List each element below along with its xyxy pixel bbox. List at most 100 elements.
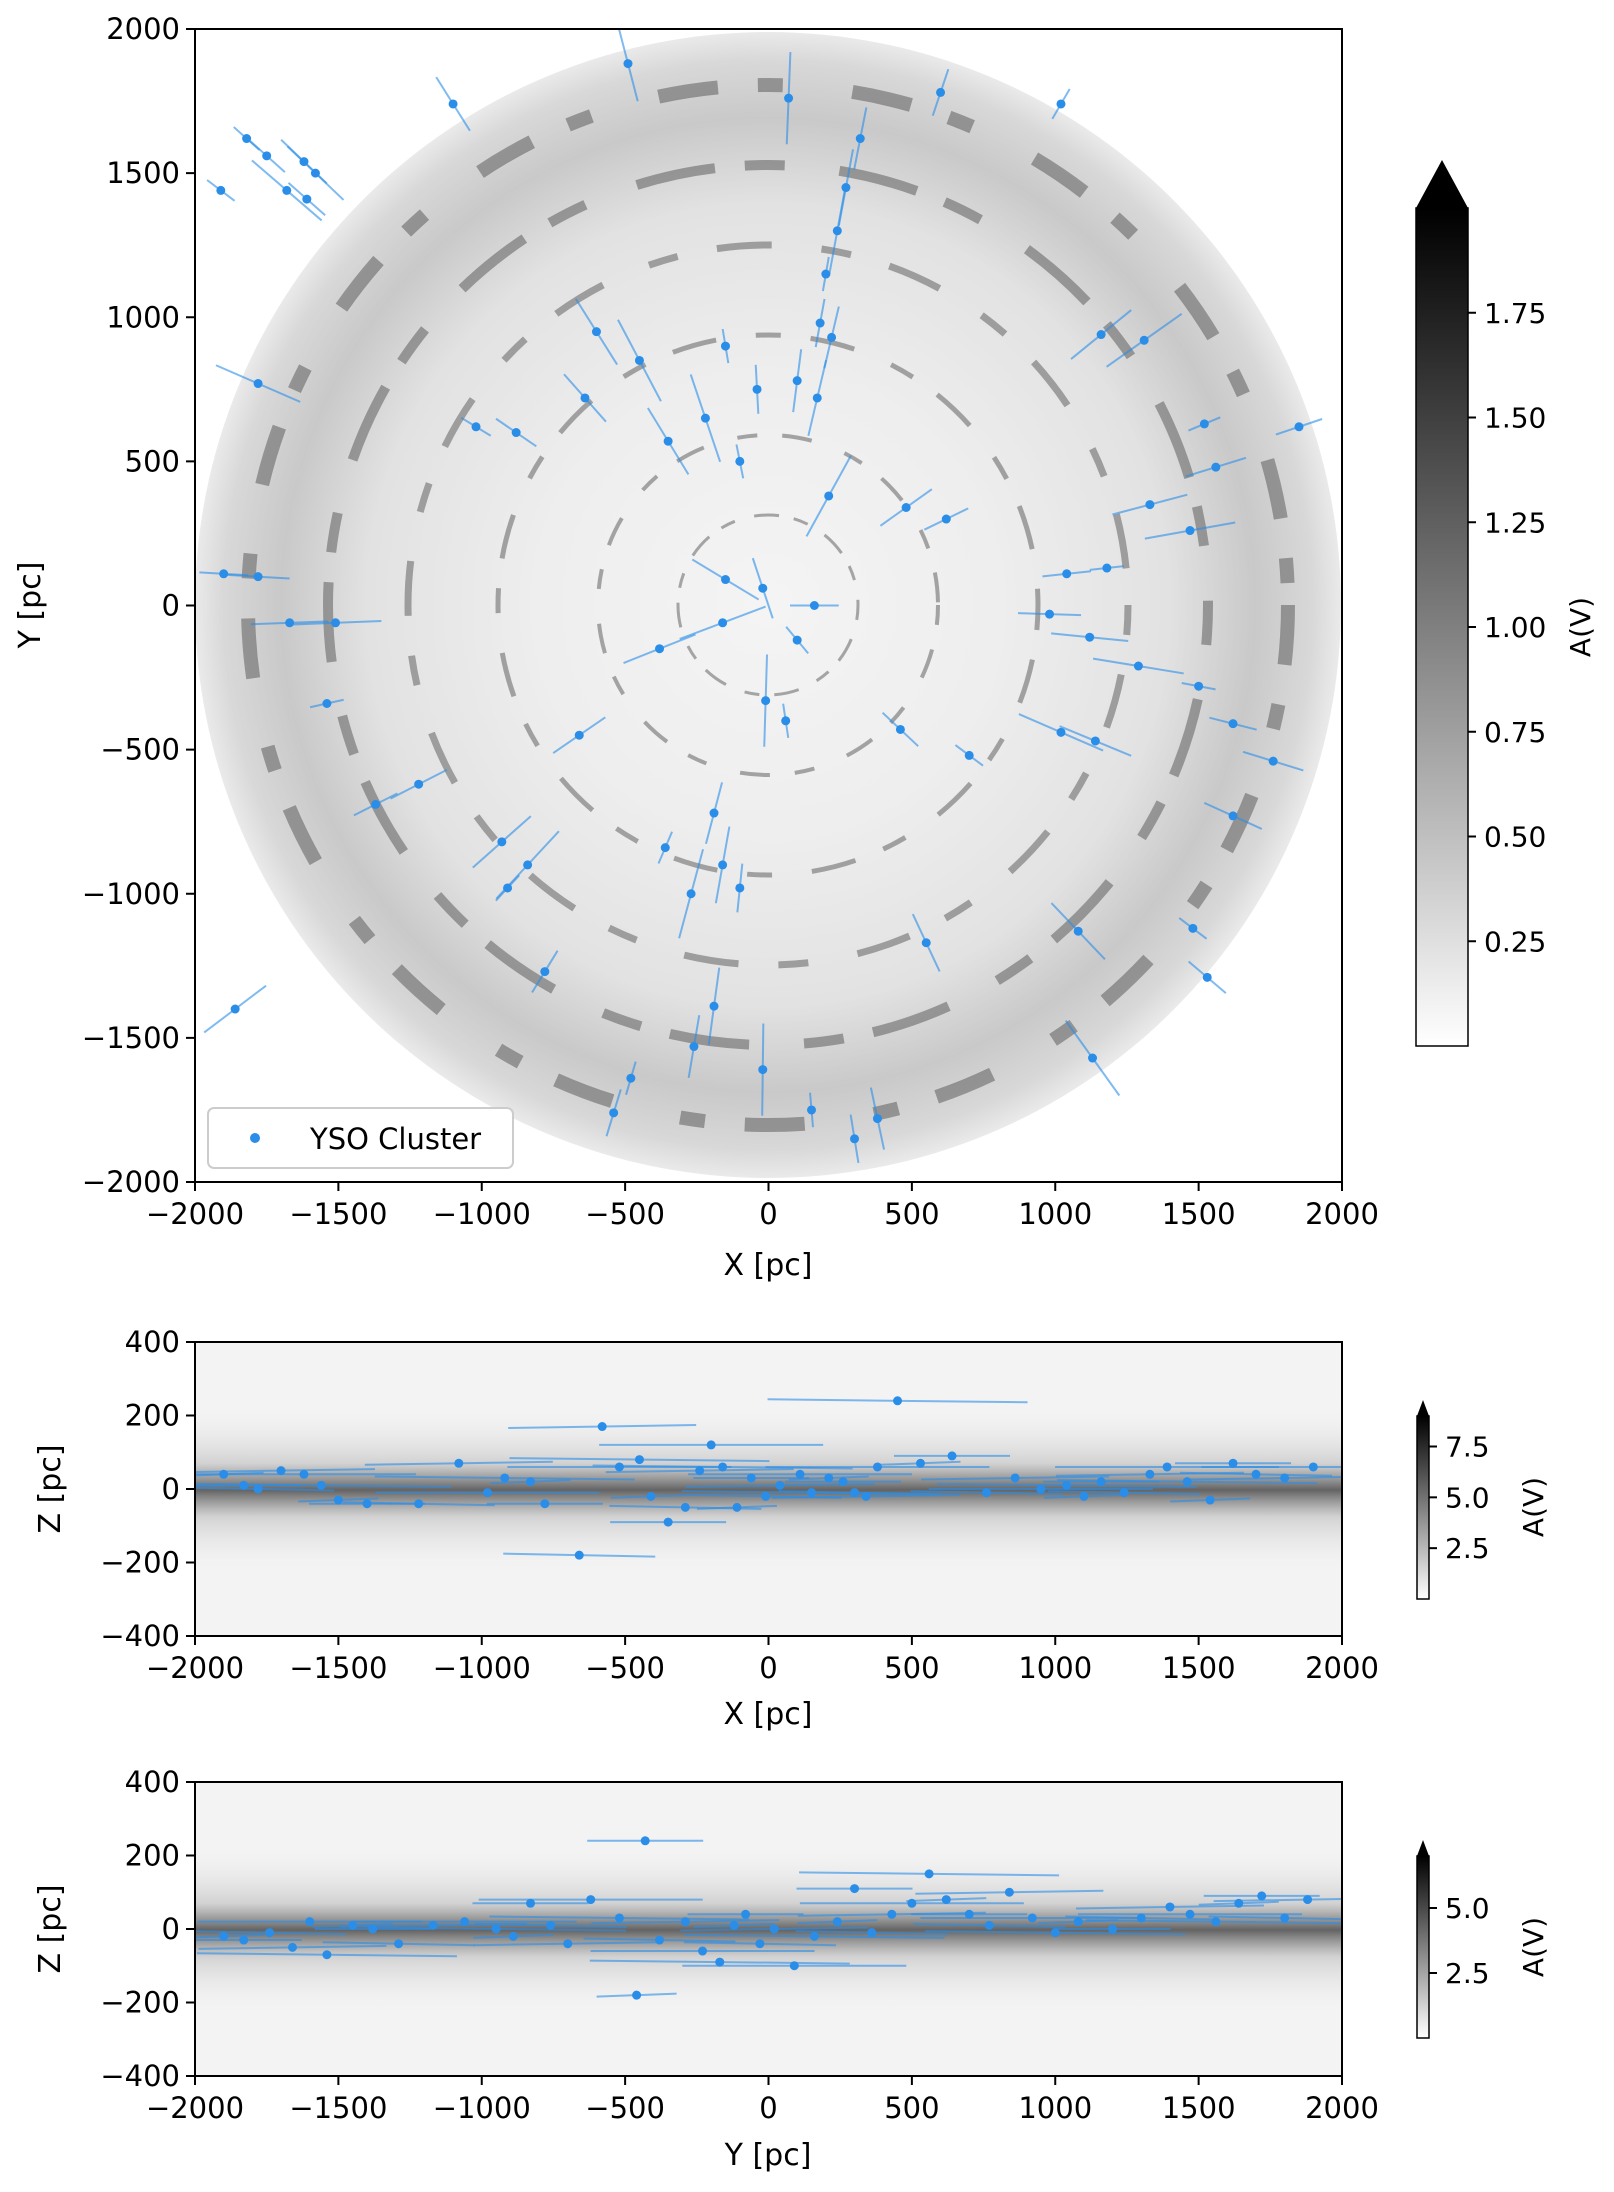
- yso-point: [941, 1895, 951, 1905]
- yso-point: [623, 59, 633, 69]
- yso-point: [414, 1499, 424, 1509]
- yso-point: [591, 327, 601, 337]
- yso-point: [362, 1499, 372, 1509]
- extinction-band-core: [195, 1400, 1342, 1580]
- yso-point: [850, 1134, 860, 1144]
- yso-point: [1251, 1469, 1261, 1479]
- yso-point: [1202, 972, 1212, 982]
- yso-point: [981, 1488, 991, 1498]
- yso-point: [769, 1924, 779, 1934]
- yso-point: [841, 183, 851, 193]
- yso-point: [546, 1920, 556, 1930]
- yso-point: [310, 168, 320, 178]
- yso-point: [893, 1396, 903, 1406]
- error-lines: [195, 1839, 1342, 1998]
- yso-point: [709, 808, 719, 818]
- yso-point: [640, 1836, 650, 1846]
- x-axis-label: Y [pc]: [724, 2138, 812, 2173]
- yso-point: [718, 860, 728, 870]
- yso-point: [491, 1924, 501, 1934]
- yso-point: [895, 724, 905, 734]
- yso-point: [525, 1898, 535, 1908]
- y-axis-label: Y [pc]: [13, 562, 48, 650]
- yso-point: [1073, 926, 1083, 936]
- y-tick-label: 500: [125, 444, 180, 478]
- colorbar-tick-label: 5.0: [1445, 1481, 1490, 1514]
- x-tick-label: 1500: [1162, 1197, 1236, 1231]
- yso-point: [947, 1451, 957, 1461]
- yso-point: [809, 601, 819, 610]
- yso-point: [781, 716, 791, 726]
- yso-point: [789, 1961, 799, 1971]
- x-tick-label: 2000: [1305, 1651, 1379, 1685]
- x-tick-label: −1500: [289, 2091, 387, 2125]
- x-axis-ticks: −2000 −1500 −1000 −500 0 500 1000 1500 2000: [146, 2076, 1379, 2125]
- yso-point: [333, 1495, 343, 1505]
- y-tick-label: 200: [125, 1839, 180, 1873]
- yso-point: [1045, 609, 1055, 619]
- yso-point: [680, 1917, 690, 1927]
- legend: YSO Cluster: [207, 1107, 514, 1169]
- y-tick-label: 400: [125, 1765, 180, 1799]
- yso-point: [239, 1480, 249, 1490]
- y-tick-label: −200: [100, 1546, 180, 1580]
- yso-point: [921, 938, 931, 948]
- y-tick-label: −2000: [82, 1165, 180, 1199]
- yso-point: [614, 1462, 624, 1472]
- yso-point: [655, 1935, 665, 1945]
- yso-point: [1036, 1484, 1046, 1494]
- yso-point: [265, 1928, 275, 1938]
- x-tick-label: −500: [585, 1651, 665, 1685]
- yso-point: [614, 1913, 624, 1923]
- yso-point: [1027, 1913, 1037, 1923]
- yso-point: [735, 883, 745, 893]
- colorbar-tick-label: 1.00: [1484, 611, 1546, 644]
- x-axis-ticks: −2000 −1500 −1000 −500 0 500 1000 1500 2000: [146, 1636, 1379, 1685]
- x-tick-label: −1500: [289, 1197, 387, 1231]
- yso-point: [230, 1004, 240, 1014]
- yso-point: [1085, 632, 1095, 642]
- yso-point: [1096, 330, 1106, 340]
- yso-point: [299, 1469, 309, 1479]
- yso-point: [815, 318, 825, 328]
- yso-point: [471, 422, 481, 432]
- yso-point: [216, 185, 226, 195]
- yso-point: [1182, 1477, 1192, 1487]
- y-tick-label: −400: [100, 1619, 180, 1653]
- yso-point: [709, 1001, 719, 1011]
- yso-point: [807, 1488, 817, 1498]
- yso-point: [850, 1488, 860, 1498]
- colorbar-label: A(V): [1517, 1917, 1550, 1977]
- yso-point: [574, 730, 584, 740]
- yso-point: [1119, 1488, 1129, 1498]
- y-axis-label: Z [pc]: [33, 1444, 68, 1533]
- yso-points: [219, 1836, 1313, 2000]
- yso-point: [792, 635, 802, 645]
- yso-point: [1108, 1924, 1118, 1934]
- yso-point: [563, 1939, 573, 1949]
- yso-point: [574, 1550, 584, 1560]
- yso-point: [807, 1105, 817, 1115]
- colorbar-extend-arrow: [1417, 1840, 1429, 1856]
- yso-point: [242, 134, 252, 144]
- yso-point: [448, 99, 458, 109]
- yso-point: [305, 1917, 315, 1927]
- yso-point: [821, 269, 831, 279]
- yso-point: [1088, 1053, 1098, 1063]
- yso-point: [838, 1477, 848, 1487]
- yso-point: [299, 157, 309, 167]
- y-tick-label: 200: [125, 1399, 180, 1433]
- x-tick-label: −500: [585, 1197, 665, 1231]
- x-tick-label: −1500: [289, 1651, 387, 1685]
- yso-point: [609, 1108, 619, 1118]
- colorbar-fill: [1415, 207, 1469, 1047]
- colorbar-tick-label: 0.50: [1484, 821, 1546, 854]
- colorbar-2: 2.5 5.0 7.5 A(V): [1416, 1400, 1550, 1600]
- dust-filaments: [241, 78, 1295, 1132]
- yso-point: [795, 1469, 805, 1479]
- yso-point: [302, 194, 312, 204]
- yso-point: [718, 1462, 728, 1472]
- yso-point: [580, 393, 590, 403]
- yso-point: [1185, 1909, 1195, 1919]
